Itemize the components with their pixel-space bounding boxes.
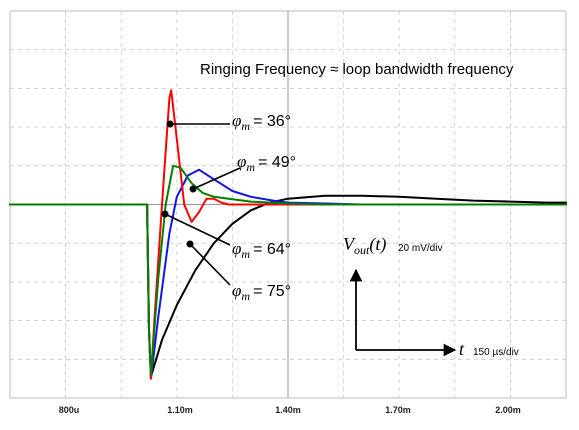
label-phi-75: φm = 75° <box>232 281 291 303</box>
chart-title: Ringing Frequency ≈ loop bandwidth frequ… <box>200 61 514 78</box>
annotation-dots <box>161 120 197 248</box>
annotation-pointers <box>164 123 241 286</box>
x-tick-label: 2.00m <box>495 405 521 415</box>
leader-64 <box>164 213 231 246</box>
x-tick-label: 800u <box>59 405 80 415</box>
time-var-label: t <box>459 339 465 359</box>
vout-label: Vout(t) <box>343 234 386 257</box>
traces <box>9 89 567 380</box>
dot-64 <box>161 210 169 218</box>
label-phi-49: φm = 49° <box>237 152 296 174</box>
dot-75 <box>186 240 194 248</box>
leader-49 <box>192 167 241 190</box>
label-phi-64: φm = 64° <box>232 239 291 261</box>
label-phi-36: φm = 36° <box>232 111 291 133</box>
x-tick-label: 1.70m <box>385 405 411 415</box>
dot-36 <box>166 120 174 128</box>
vout-scale-label: 20 mV/div <box>398 243 442 254</box>
x-tick-label: 1.10m <box>167 405 193 415</box>
dot-49 <box>189 185 197 193</box>
x-tick-label: 1.40m <box>275 405 301 415</box>
leader-75 <box>189 243 231 286</box>
series-line-phi-49 <box>9 164 567 376</box>
time-scale-label: 150 µs/div <box>473 347 519 358</box>
